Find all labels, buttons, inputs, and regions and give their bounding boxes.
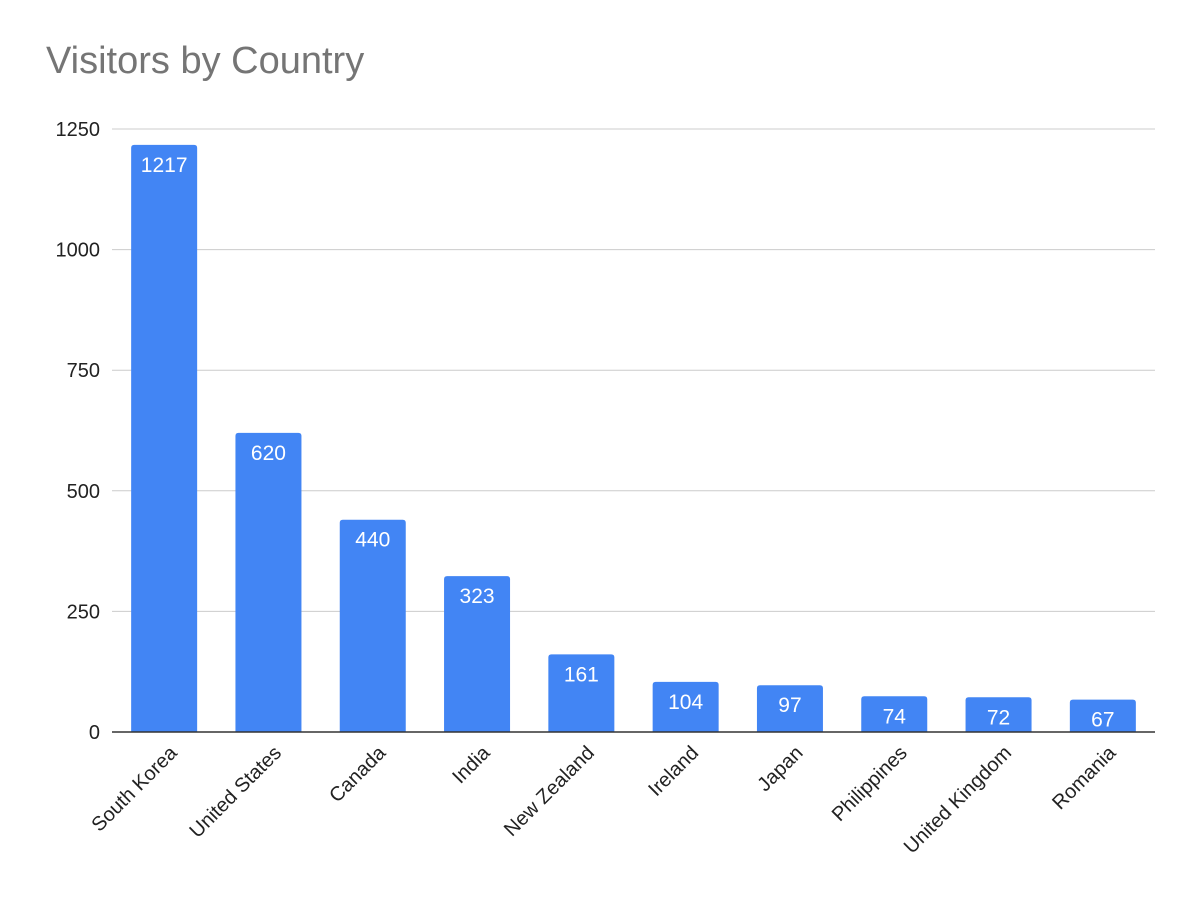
x-axis-categories: South Korea United States Canada India New Z… xyxy=(87,741,1121,858)
x-category-label: India xyxy=(448,741,495,788)
data-label: 1217 xyxy=(141,154,188,177)
data-label: 323 xyxy=(460,585,495,608)
data-label: 620 xyxy=(251,442,286,465)
x-category-label: Ireland xyxy=(644,742,703,801)
bar-new-zealand xyxy=(548,654,615,732)
x-category-label: Japan xyxy=(753,742,807,796)
y-tick-label: 750 xyxy=(67,360,100,382)
y-tick-label: 1000 xyxy=(56,240,101,262)
y-tick-label: 0 xyxy=(89,722,100,744)
y-axis-ticks: 0 250 500 750 1000 1250 xyxy=(56,119,101,744)
bar-united-states xyxy=(235,432,302,732)
bar-south-korea xyxy=(131,144,198,733)
x-category-label: Canada xyxy=(325,741,391,807)
bar-india xyxy=(444,576,511,732)
x-category-label: United States xyxy=(186,742,286,842)
bar-ireland xyxy=(652,681,719,732)
y-tick-label: 500 xyxy=(67,481,100,503)
bars xyxy=(131,144,1136,733)
x-category-label: New Zealand xyxy=(500,742,599,841)
x-category-label: United Kingdom xyxy=(900,742,1016,858)
data-label: 161 xyxy=(564,663,599,686)
data-label: 72 xyxy=(987,706,1010,729)
data-label: 104 xyxy=(668,691,703,714)
bar-romania xyxy=(1069,699,1136,732)
x-category-label: Philippines xyxy=(828,742,912,826)
x-category-label: Romania xyxy=(1048,741,1121,814)
y-tick-label: 250 xyxy=(67,601,100,623)
x-category-label: South Korea xyxy=(87,741,182,836)
chart-title: Visitors by Country xyxy=(46,40,365,82)
bar-philippines xyxy=(861,696,928,732)
data-label: 97 xyxy=(778,694,801,717)
y-tick-label: 1250 xyxy=(56,119,101,141)
bar-united-kingdom xyxy=(965,697,1032,732)
data-label: 440 xyxy=(355,529,390,552)
data-labels: 1217 620 440 323 161 104 97 74 72 67 xyxy=(141,154,1115,732)
data-label: 74 xyxy=(883,705,907,728)
bar-japan xyxy=(756,685,823,732)
data-label: 67 xyxy=(1091,709,1114,732)
bar-canada xyxy=(339,519,406,732)
